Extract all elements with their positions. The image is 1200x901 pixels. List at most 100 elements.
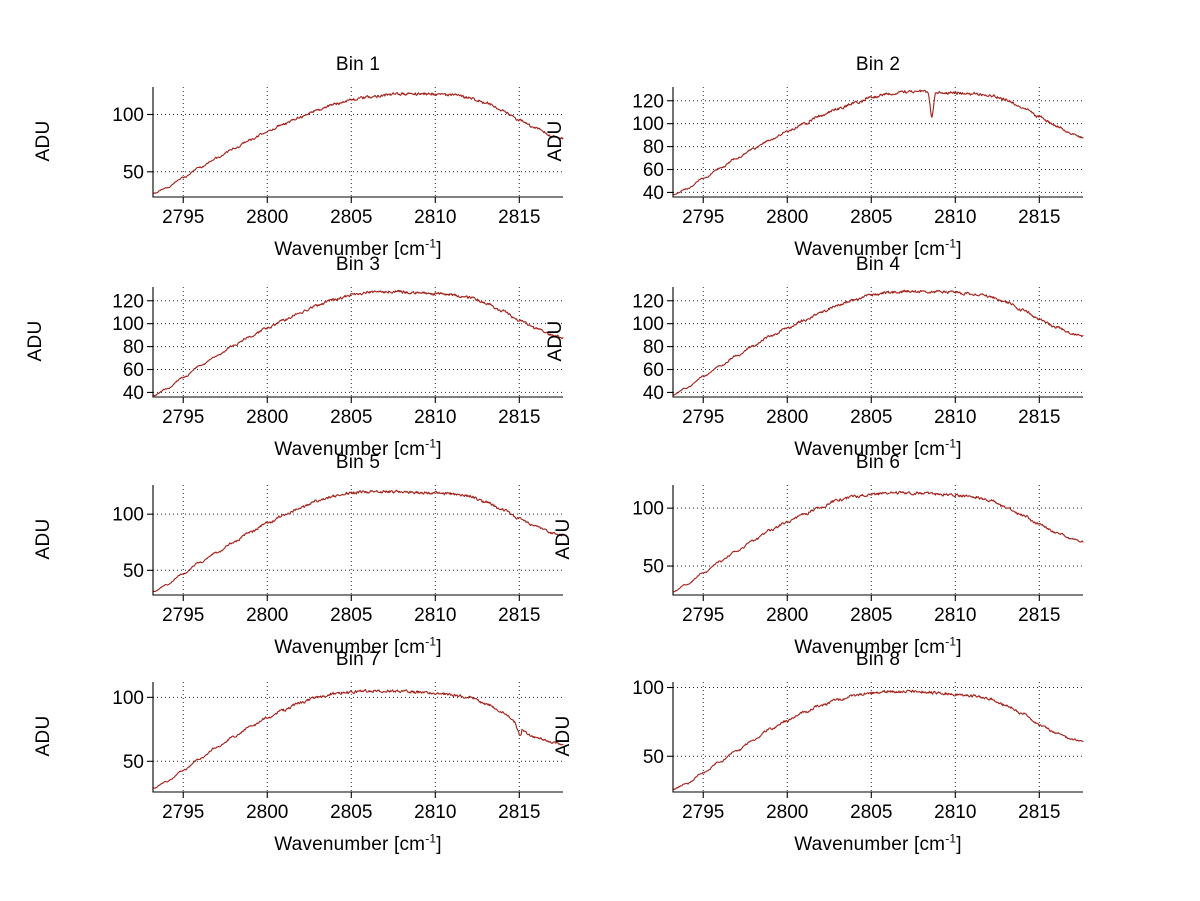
x-axis-label-prefix: Wavenumber [cm (794, 834, 946, 855)
x-tick-label: 2815 (1018, 207, 1060, 228)
x-axis-label-exponent: -1 (945, 436, 957, 451)
y-tick-label: 50 (643, 747, 664, 768)
y-tick-label: 100 (632, 314, 664, 335)
x-axis-label: Wavenumber [cm-1] (673, 436, 1083, 461)
x-axis-label-suffix: ] (436, 439, 442, 460)
spectrum-line (152, 489, 564, 593)
x-tick-label: 2805 (850, 802, 892, 823)
x-axis-label-prefix: Wavenumber [cm (274, 637, 426, 658)
subplot-bin-6: Bin 6 2795 2800 2805 2810 2815 50 100 ADU Wavenu… (528, 443, 1128, 658)
x-tick-label: 2815 (1018, 802, 1060, 823)
x-tick-label: 2800 (766, 605, 808, 626)
subplot-bin-3: Bin 3 2795 2800 2805 2810 2815 40 60 80 100 120 AD… (8, 245, 608, 460)
axis-spines (672, 682, 1083, 793)
x-tick-label: 2800 (766, 802, 808, 823)
x-tick-label: 2815 (498, 407, 540, 428)
x-tick-label: 2800 (766, 407, 808, 428)
y-tick-label: 40 (123, 383, 144, 404)
axes-area: 2795 2800 2805 2810 2815 50 100 ADU Wavenumber [… (8, 443, 608, 658)
x-axis-label-exponent: -1 (945, 634, 957, 649)
axes-area: 2795 2800 2805 2810 2815 50 100 ADU Wavenumber [… (528, 443, 1128, 658)
x-tick-label: 2810 (414, 407, 456, 428)
y-tick-label: 80 (643, 337, 664, 358)
axis-spines (672, 485, 1083, 596)
x-axis-label: Wavenumber [cm-1] (153, 436, 563, 461)
x-tick-label: 2810 (414, 802, 456, 823)
x-tick-label: 2810 (934, 207, 976, 228)
x-axis-label-suffix: ] (956, 637, 962, 658)
y-tick-label: 100 (632, 114, 664, 135)
spectrum-line (672, 289, 1084, 396)
x-tick-label: 2795 (162, 605, 204, 626)
x-tick-label: 2795 (682, 407, 724, 428)
axes-area: 2795 2800 2805 2810 2815 40 60 80 100 120 ADU Waven… (528, 45, 1128, 260)
subplot-title: Bin 7 (335, 649, 381, 670)
y-axis-label: ADU (545, 320, 566, 362)
y-tick-label: 50 (123, 752, 144, 773)
subplot-title: Bin 6 (855, 452, 901, 473)
x-tick-label: 2800 (246, 802, 288, 823)
x-tick-label: 2805 (330, 605, 372, 626)
x-tick-label: 2800 (766, 207, 808, 228)
spectrum-line (672, 490, 1084, 593)
x-tick-label: 2810 (934, 802, 976, 823)
x-axis-label-prefix: Wavenumber [cm (274, 439, 426, 460)
y-tick-label: 100 (632, 499, 664, 520)
y-tick-label: 50 (643, 557, 664, 578)
x-tick-label: 2805 (850, 207, 892, 228)
x-tick-label: 2815 (1018, 407, 1060, 428)
y-axis-label: ADU (553, 518, 574, 560)
spectrum-line (672, 689, 1084, 790)
spectrum-line (152, 92, 564, 194)
x-tick-label: 2795 (682, 802, 724, 823)
subplot-title: Bin 4 (855, 254, 901, 275)
y-tick-label: 80 (643, 137, 664, 158)
x-tick-label: 2815 (1018, 605, 1060, 626)
y-axis-label: ADU (545, 120, 566, 162)
subplot-bin-8: Bin 8 2795 2800 2805 2810 2815 50 100 ADU Wavenu… (528, 640, 1128, 855)
x-tick-label: 2795 (682, 605, 724, 626)
axes-area: 2795 2800 2805 2810 2815 50 100 ADU Wavenumber [… (8, 45, 608, 260)
y-tick-label: 120 (632, 91, 664, 112)
axes-area: 2795 2800 2805 2810 2815 50 100 ADU Wavenumber [… (8, 640, 608, 855)
x-axis-label-prefix: Wavenumber [cm (794, 637, 946, 658)
x-axis-label-exponent: -1 (425, 236, 437, 251)
x-axis-label: Wavenumber [cm-1] (673, 634, 1083, 659)
y-tick-label: 100 (112, 505, 144, 526)
axes-area: 2795 2800 2805 2810 2815 50 100 ADU Wavenumber [… (528, 640, 1128, 855)
x-tick-label: 2805 (330, 207, 372, 228)
subplot-title: Bin 3 (335, 254, 381, 275)
subplot-bin-1: Bin 1 2795 2800 2805 2810 2815 50 100 ADU Wavenu… (8, 45, 608, 260)
y-axis-label: ADU (33, 518, 54, 560)
x-tick-label: 2815 (498, 207, 540, 228)
y-axis-label: ADU (33, 120, 54, 162)
x-axis-label-exponent: -1 (945, 831, 957, 846)
x-axis-label: Wavenumber [cm-1] (153, 236, 563, 261)
x-axis-label-exponent: -1 (425, 831, 437, 846)
y-tick-label: 120 (112, 291, 144, 312)
subplot-title: Bin 8 (855, 649, 901, 670)
x-tick-label: 2805 (330, 407, 372, 428)
y-tick-label: 60 (643, 160, 664, 181)
x-axis-label-suffix: ] (956, 239, 962, 260)
x-axis-label: Wavenumber [cm-1] (153, 636, 563, 659)
x-tick-label: 2815 (498, 802, 540, 823)
x-axis-label-prefix: Wavenumber [cm (274, 834, 426, 855)
spectrum-line (152, 688, 564, 789)
subplot-title: Bin 2 (855, 54, 901, 75)
x-tick-label: 2795 (162, 207, 204, 228)
x-axis-label: Wavenumber [cm-1] (673, 238, 1083, 261)
y-tick-label: 40 (643, 383, 664, 404)
axis-spines (672, 287, 1083, 398)
y-axis-label: ADU (33, 715, 54, 757)
x-tick-label: 2795 (162, 407, 204, 428)
subplot-title: Bin 5 (335, 452, 381, 473)
subplot-bin-4: Bin 4 2795 2800 2805 2810 2815 40 60 80 100 120 AD… (528, 245, 1128, 460)
x-axis-label-prefix: Wavenumber [cm (794, 239, 946, 260)
x-axis-label-suffix: ] (436, 834, 442, 855)
y-tick-label: 120 (632, 291, 664, 312)
x-tick-label: 2795 (682, 207, 724, 228)
y-tick-label: 50 (123, 162, 144, 183)
x-axis-label-exponent: -1 (425, 436, 437, 451)
